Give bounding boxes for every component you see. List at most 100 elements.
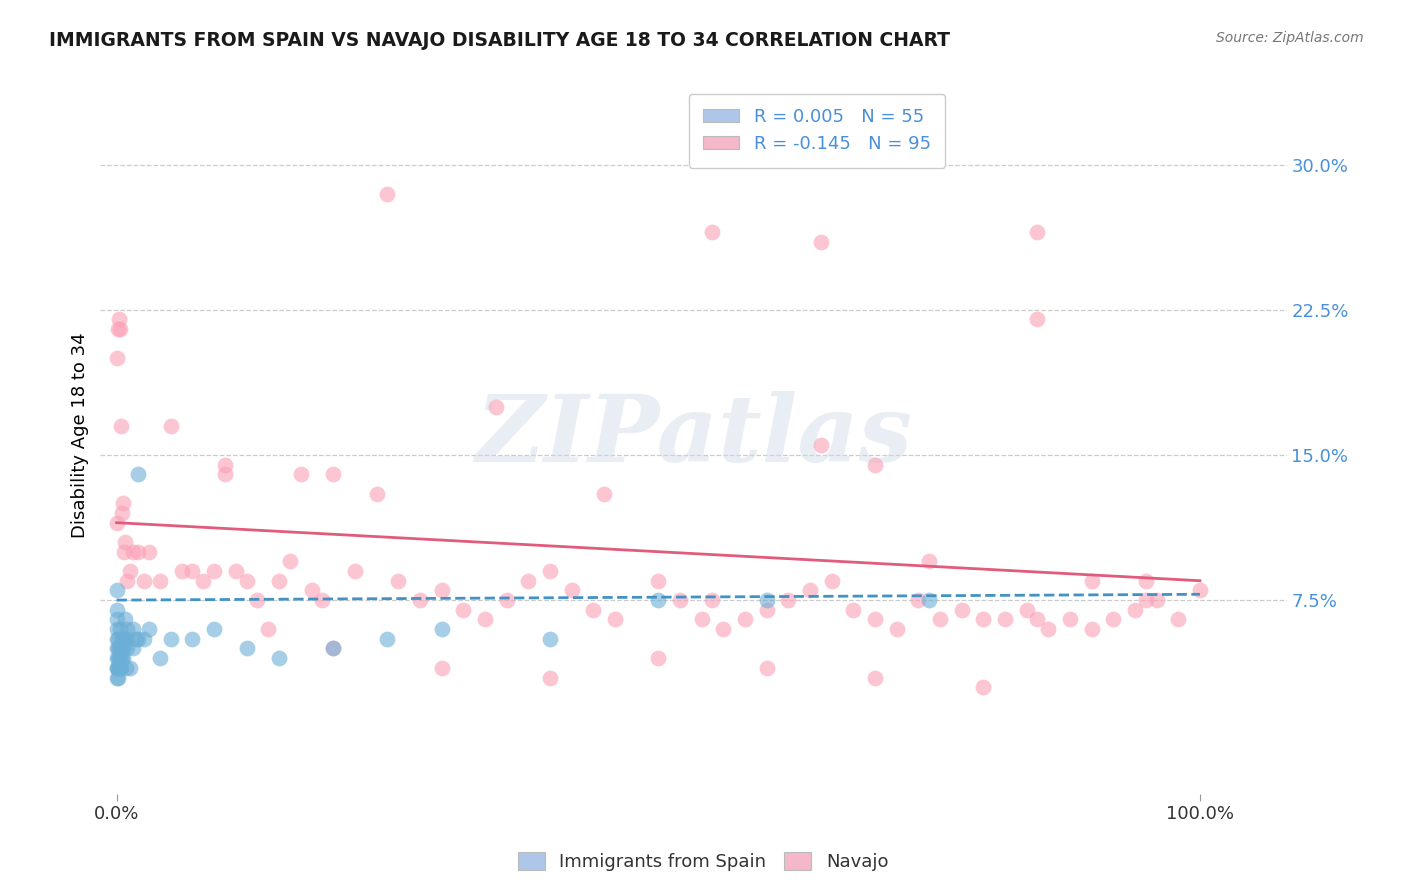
Point <box>343 564 366 578</box>
Point <box>863 671 886 685</box>
Point <box>121 622 143 636</box>
Point <box>278 554 301 568</box>
Point <box>907 593 929 607</box>
Point <box>485 400 508 414</box>
Point <box>269 574 291 588</box>
Point <box>118 661 141 675</box>
Point <box>108 651 131 665</box>
Point <box>886 622 908 636</box>
Point <box>1102 612 1125 626</box>
Point <box>112 641 135 656</box>
Point <box>702 225 724 239</box>
Point <box>111 651 134 665</box>
Point <box>1026 225 1049 239</box>
Point <box>107 641 129 656</box>
Point <box>842 603 865 617</box>
Point <box>755 603 778 617</box>
Point <box>711 622 734 636</box>
Point <box>603 612 626 626</box>
Point <box>105 661 128 675</box>
Point <box>810 235 832 249</box>
Point <box>1135 593 1157 607</box>
Point <box>409 593 432 607</box>
Point <box>181 564 204 578</box>
Point <box>121 545 143 559</box>
Point <box>105 651 128 665</box>
Point <box>117 641 139 656</box>
Point <box>778 593 800 607</box>
Point <box>138 545 160 559</box>
Point <box>495 593 517 607</box>
Point <box>214 458 236 472</box>
Point <box>1026 312 1049 326</box>
Point <box>430 583 453 598</box>
Point <box>366 486 388 500</box>
Point <box>111 506 134 520</box>
Point <box>972 612 994 626</box>
Point <box>110 661 132 675</box>
Point <box>105 351 128 365</box>
Text: ZIPatlas: ZIPatlas <box>475 391 912 481</box>
Point <box>127 545 149 559</box>
Point <box>127 632 149 646</box>
Point <box>105 661 128 675</box>
Point <box>214 467 236 482</box>
Point <box>159 632 181 646</box>
Point <box>235 641 257 656</box>
Point <box>561 583 583 598</box>
Point <box>517 574 540 588</box>
Point <box>863 458 886 472</box>
Point <box>107 661 129 675</box>
Point <box>1135 574 1157 588</box>
Point <box>108 322 131 336</box>
Point <box>112 651 135 665</box>
Point <box>582 603 605 617</box>
Point <box>117 574 139 588</box>
Point <box>647 651 669 665</box>
Point <box>110 418 132 433</box>
Point <box>918 593 941 607</box>
Point <box>125 632 148 646</box>
Point <box>647 574 669 588</box>
Point <box>107 641 129 656</box>
Point <box>121 641 143 656</box>
Point <box>929 612 952 626</box>
Point <box>257 622 280 636</box>
Point <box>149 574 172 588</box>
Point <box>118 564 141 578</box>
Point <box>322 641 344 656</box>
Point <box>1026 612 1049 626</box>
Point <box>387 574 409 588</box>
Point <box>972 680 994 694</box>
Point <box>202 564 225 578</box>
Point <box>107 632 129 646</box>
Point <box>149 651 172 665</box>
Point <box>451 603 474 617</box>
Point <box>132 632 155 646</box>
Point <box>112 632 135 646</box>
Point <box>114 535 136 549</box>
Point <box>105 671 128 685</box>
Point <box>538 564 561 578</box>
Point <box>377 632 399 646</box>
Point <box>1080 622 1102 636</box>
Point <box>702 593 724 607</box>
Point <box>377 186 399 201</box>
Point <box>290 467 312 482</box>
Point <box>690 612 713 626</box>
Point <box>108 661 131 675</box>
Point <box>235 574 257 588</box>
Point <box>1015 603 1038 617</box>
Point <box>225 564 247 578</box>
Point <box>322 641 344 656</box>
Point <box>918 554 941 568</box>
Point <box>1188 583 1211 598</box>
Point <box>430 622 453 636</box>
Point <box>110 641 132 656</box>
Point <box>107 312 129 326</box>
Point <box>1146 593 1168 607</box>
Point <box>246 593 269 607</box>
Point <box>105 603 128 617</box>
Point <box>1059 612 1081 626</box>
Point <box>105 641 128 656</box>
